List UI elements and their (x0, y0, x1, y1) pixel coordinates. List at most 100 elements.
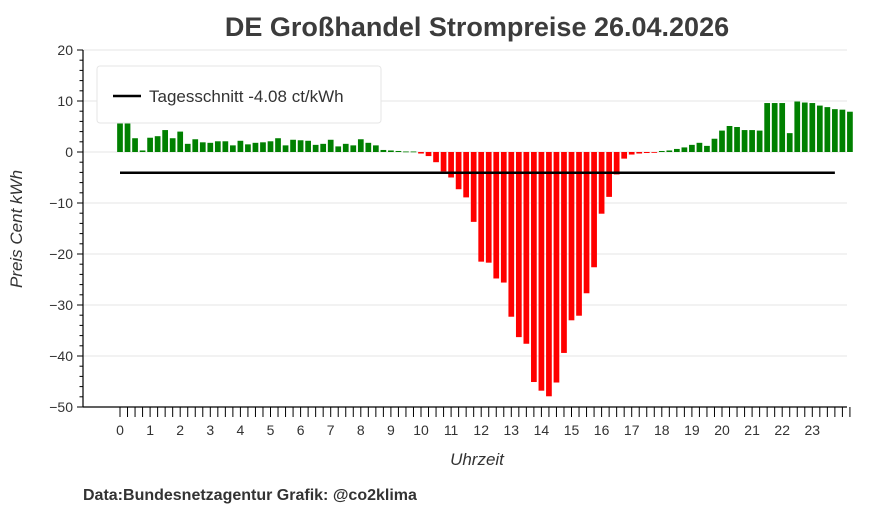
bar (689, 144, 695, 152)
bar (839, 109, 846, 152)
bar (470, 152, 477, 222)
x-tick-label: 5 (267, 422, 275, 438)
bar (440, 152, 447, 172)
legend-box (96, 65, 382, 124)
bar (327, 139, 334, 152)
bar (801, 102, 808, 152)
bar (162, 130, 169, 152)
bar (756, 130, 763, 152)
bar (658, 150, 665, 152)
bar (425, 152, 432, 157)
y-tick-label: −20 (49, 246, 73, 262)
bar (719, 130, 725, 152)
bar (297, 140, 304, 152)
x-tick-label: 2 (176, 422, 184, 438)
x-tick-label: 14 (534, 422, 550, 438)
x-tick-label: 17 (624, 422, 640, 438)
x-tick-label: 23 (805, 422, 821, 438)
bar (380, 149, 387, 152)
bar (508, 152, 515, 317)
bar (410, 151, 417, 153)
bar (591, 152, 597, 268)
bar (154, 136, 161, 152)
bar (809, 103, 816, 152)
bar (515, 152, 522, 338)
bar (711, 138, 718, 152)
bar (538, 152, 545, 391)
y-tick-label: −10 (49, 195, 73, 211)
bar (169, 138, 176, 152)
x-tick-label: 15 (564, 422, 580, 438)
bar (696, 142, 703, 152)
bar (260, 142, 266, 152)
bar (741, 130, 748, 152)
bar (606, 152, 612, 197)
bar (734, 127, 740, 152)
bar (726, 125, 733, 152)
bar (636, 152, 643, 154)
y-tick-label: −50 (49, 399, 73, 415)
bar (651, 152, 658, 153)
bar (847, 111, 853, 152)
bar (485, 152, 492, 263)
chart-title: DE Großhandel Strompreise 26.04.2026 (225, 12, 729, 42)
bar (666, 150, 673, 152)
bar (124, 122, 131, 152)
x-tick-label: 1 (146, 422, 154, 438)
bar (245, 144, 251, 152)
bar (372, 145, 379, 152)
y-tick-label: −30 (49, 297, 73, 313)
y-tick-labels: 20 10 0 −10 −20 −30 −40 −50 (49, 42, 73, 415)
x-tick-label: 8 (357, 422, 365, 438)
bar (177, 131, 184, 152)
bar (561, 152, 567, 353)
bar (523, 152, 530, 344)
bar (403, 151, 409, 153)
y-axis-label: Preis Cent kWh (7, 170, 26, 288)
bar (305, 140, 311, 152)
bar (342, 143, 349, 152)
bar (312, 144, 319, 152)
bar (493, 152, 500, 279)
bar (222, 141, 229, 152)
x-tick-label: 16 (594, 422, 610, 438)
bar (553, 152, 560, 383)
bar (794, 101, 801, 152)
bar (704, 145, 710, 152)
bar (139, 150, 146, 152)
y-tick-label: 10 (57, 93, 73, 109)
bar (771, 103, 778, 152)
bar (598, 152, 605, 214)
bar (621, 152, 628, 159)
bar (275, 138, 281, 152)
bar (546, 152, 552, 397)
bar (252, 142, 259, 152)
x-tick-label: 10 (413, 422, 429, 438)
bar (199, 142, 206, 152)
bar (350, 145, 357, 152)
x-tick-label: 12 (473, 422, 489, 438)
x-tick-label: 11 (444, 422, 459, 438)
x-tick-labels: 0 1 2 3 4 5 6 7 8 9 10 11 12 13 14 15 16 17 18 19 20 21 22 23 (116, 422, 820, 438)
bar (531, 152, 537, 383)
bar (290, 139, 296, 152)
y-tick-label: 20 (57, 42, 73, 58)
bar (214, 141, 221, 152)
bar (832, 109, 838, 152)
bar (779, 103, 786, 152)
x-tick-label: 21 (744, 422, 760, 438)
x-tick-label: 4 (237, 422, 245, 438)
bar (448, 152, 454, 178)
bar (681, 147, 688, 152)
x-tick-label: 22 (774, 422, 790, 438)
bar (207, 142, 214, 152)
source-caption: Data:Bundesnetzagentur Grafik: @co2klima (83, 487, 417, 504)
bar (568, 152, 575, 321)
bar (365, 142, 372, 152)
y-tick-label: −40 (49, 348, 73, 364)
bar (583, 152, 590, 294)
legend-label: Tagesschnitt -4.08 ct/kWh (149, 87, 344, 106)
x-tick-label: 18 (654, 422, 670, 438)
bar (418, 152, 424, 154)
